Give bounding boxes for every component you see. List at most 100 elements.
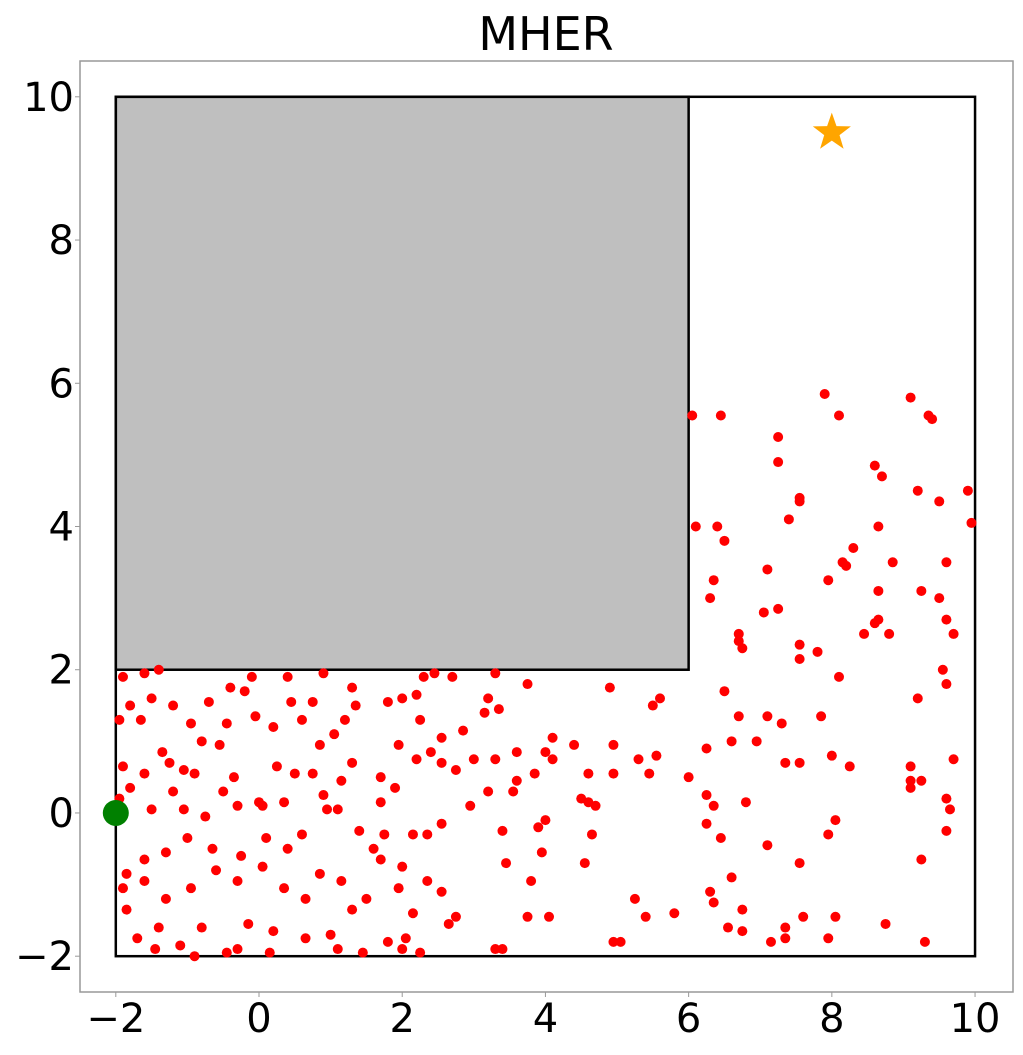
point — [429, 668, 440, 679]
point — [826, 750, 837, 761]
point — [168, 700, 179, 711]
point — [465, 800, 476, 811]
obstacle — [114, 95, 690, 671]
point — [794, 639, 805, 650]
point — [823, 933, 834, 944]
point — [701, 743, 712, 754]
point — [314, 739, 325, 750]
point — [150, 944, 161, 955]
point — [733, 711, 744, 722]
point — [737, 926, 748, 937]
point — [536, 847, 547, 858]
point — [117, 761, 128, 772]
point — [586, 829, 597, 840]
point — [934, 496, 945, 507]
point — [175, 940, 186, 951]
point — [819, 389, 830, 400]
point — [282, 843, 293, 854]
point — [289, 768, 300, 779]
point — [490, 754, 501, 765]
point — [425, 747, 436, 758]
point — [608, 936, 619, 947]
point — [196, 922, 207, 933]
x-tick-label: −2 — [86, 996, 145, 1042]
point — [844, 761, 855, 772]
point — [286, 696, 297, 707]
point — [225, 682, 236, 693]
point — [547, 732, 558, 743]
point — [937, 664, 948, 675]
point — [708, 897, 719, 908]
point — [139, 768, 150, 779]
point — [919, 936, 930, 947]
point — [683, 772, 694, 783]
point — [279, 797, 290, 808]
point — [300, 933, 311, 944]
point — [279, 883, 290, 894]
point — [816, 711, 827, 722]
point — [160, 893, 171, 904]
point — [751, 736, 762, 747]
point — [647, 700, 658, 711]
point — [325, 929, 336, 940]
point — [701, 790, 712, 801]
point — [715, 833, 726, 844]
point — [411, 689, 422, 700]
point — [773, 431, 784, 442]
point — [282, 671, 293, 682]
point — [604, 682, 615, 693]
point — [232, 800, 243, 811]
point — [490, 668, 501, 679]
point — [927, 414, 938, 425]
point — [483, 786, 494, 797]
point — [436, 732, 447, 743]
point — [966, 517, 977, 528]
point — [354, 825, 365, 836]
point — [905, 782, 916, 793]
point — [332, 944, 343, 955]
point — [336, 875, 347, 886]
point — [776, 718, 787, 729]
point — [705, 593, 716, 604]
point — [726, 736, 737, 747]
y-tick-label: 4 — [49, 505, 74, 551]
point — [407, 908, 418, 919]
point — [608, 739, 619, 750]
point — [712, 521, 723, 532]
point — [934, 593, 945, 604]
point — [228, 772, 239, 783]
point — [207, 843, 218, 854]
point — [336, 775, 347, 786]
point — [307, 696, 318, 707]
point — [830, 911, 841, 922]
point — [146, 804, 157, 815]
point — [880, 918, 891, 929]
point — [125, 700, 136, 711]
point — [916, 585, 927, 596]
point — [962, 485, 973, 496]
point — [339, 714, 350, 725]
point — [941, 825, 952, 836]
point — [221, 718, 232, 729]
point — [121, 904, 132, 915]
point — [773, 603, 784, 614]
point — [218, 786, 229, 797]
point — [726, 872, 737, 883]
y-tick-label: 8 — [49, 218, 74, 264]
point — [178, 764, 189, 775]
point — [522, 679, 533, 690]
point — [834, 410, 845, 421]
point — [178, 804, 189, 815]
y-tick-label: −2 — [15, 934, 74, 980]
point — [773, 457, 784, 468]
point — [501, 858, 512, 869]
point — [189, 951, 200, 962]
point — [189, 768, 200, 779]
point — [522, 911, 533, 922]
point — [493, 704, 504, 715]
point — [705, 886, 716, 897]
point — [232, 875, 243, 886]
point — [397, 944, 408, 955]
point — [830, 815, 841, 826]
point — [397, 693, 408, 704]
